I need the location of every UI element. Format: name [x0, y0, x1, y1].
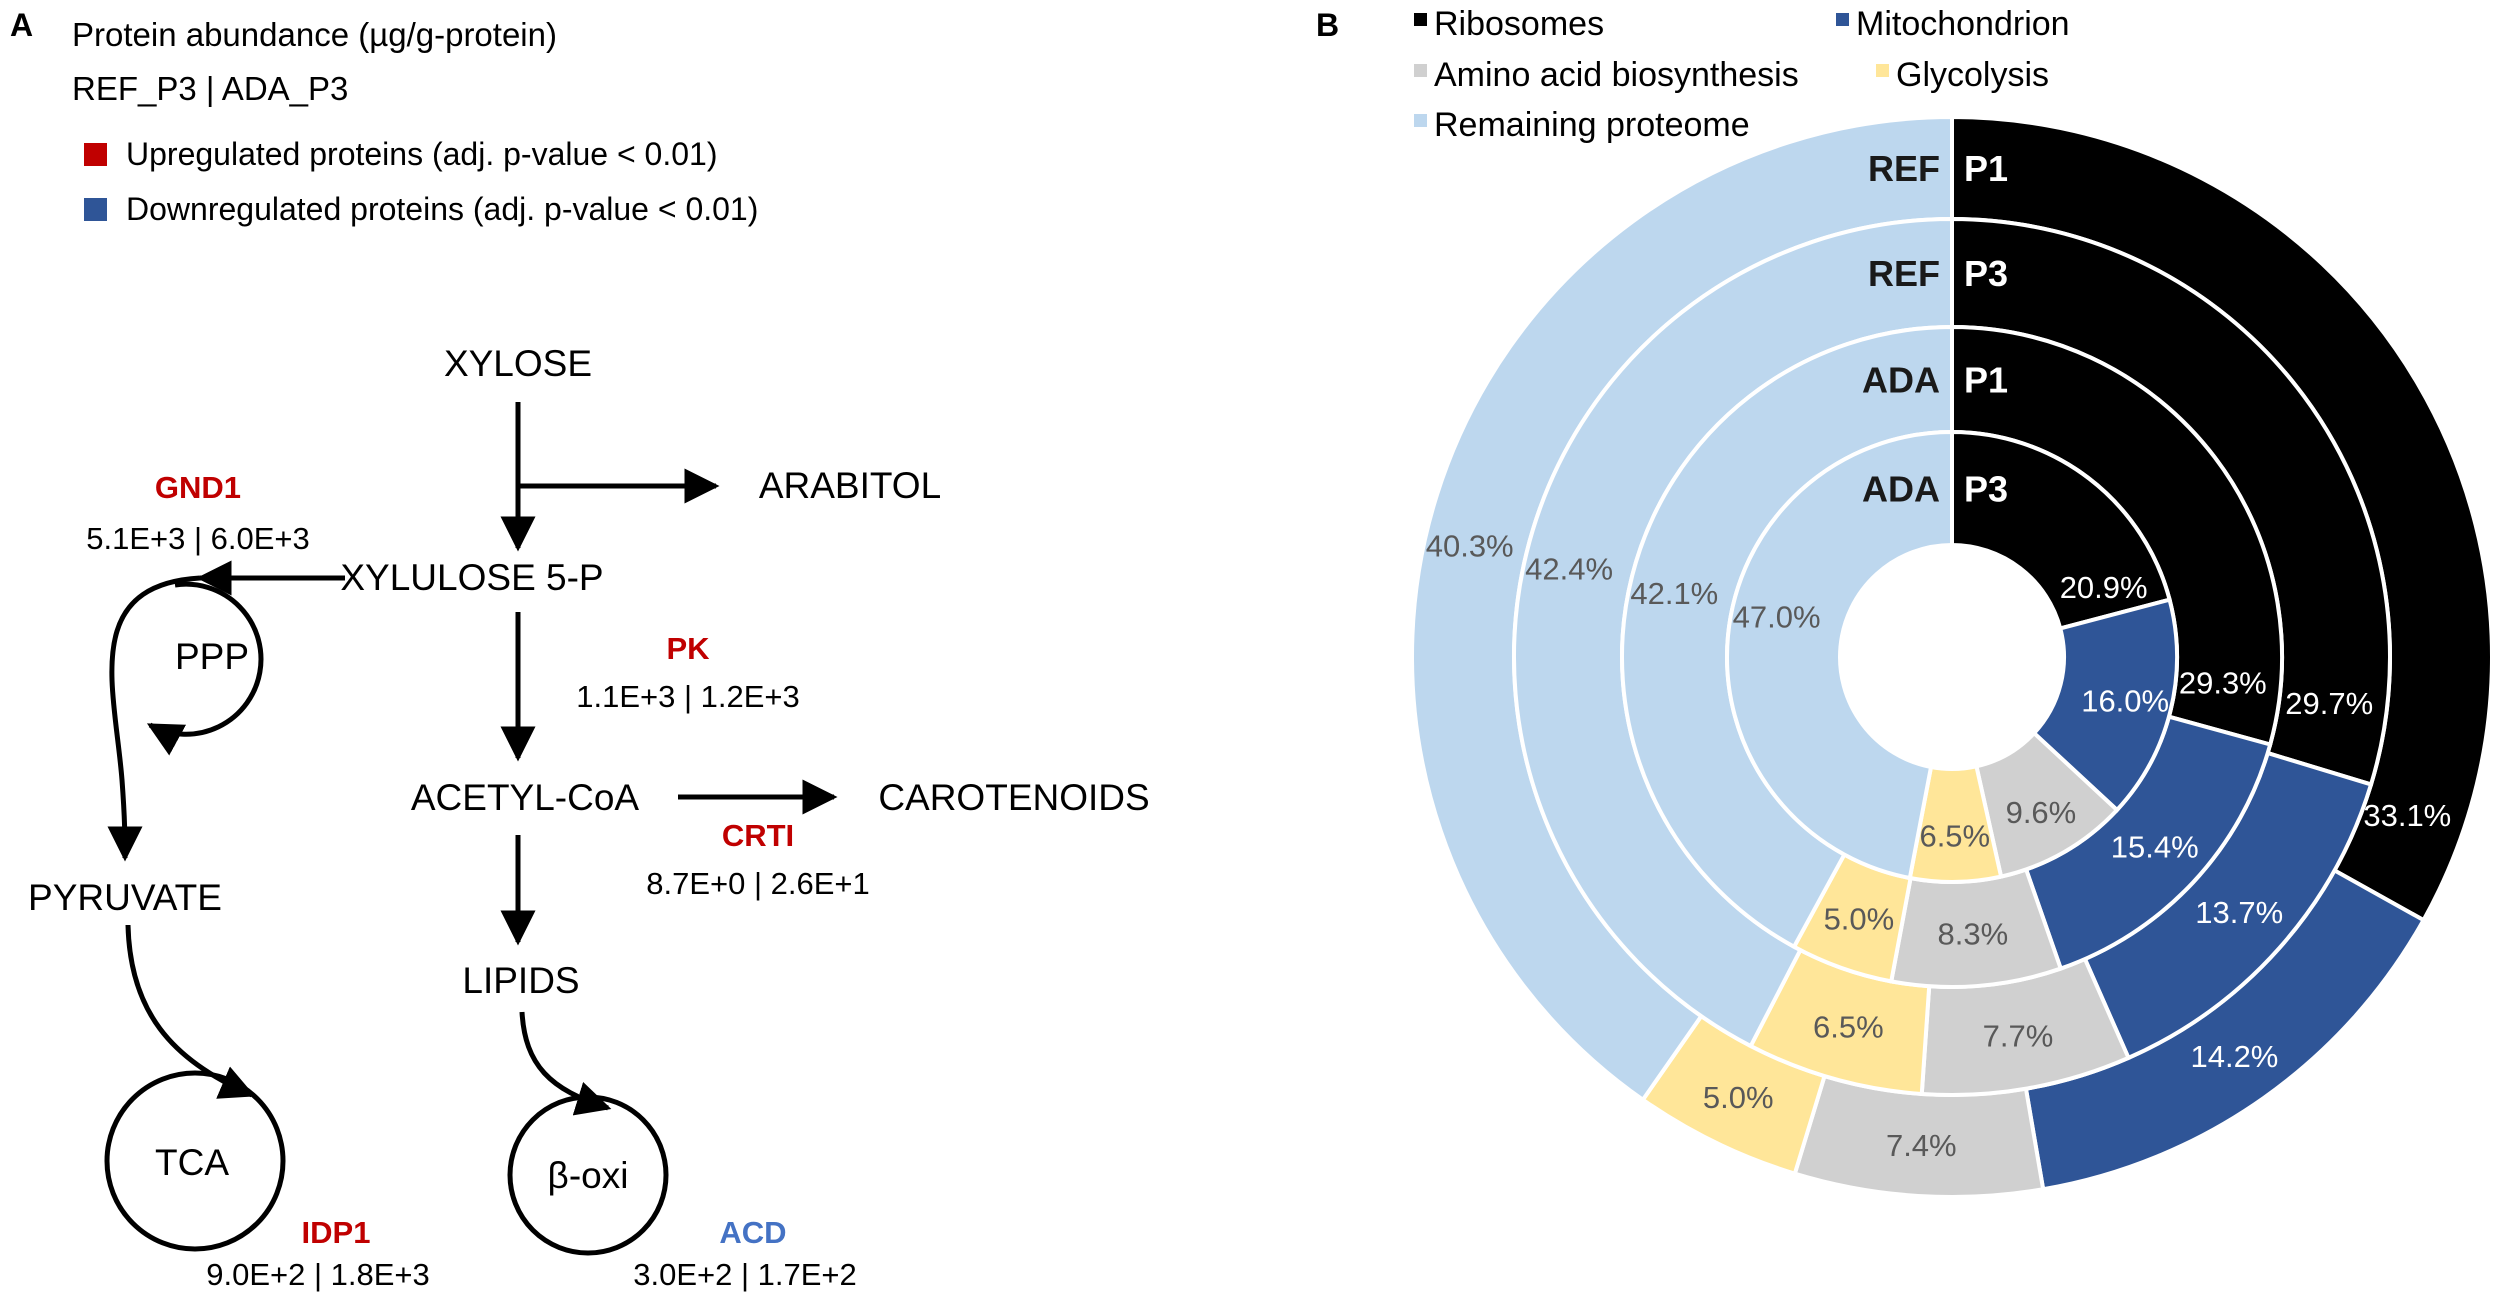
- metabolite-pyruvate: PYRUVATE: [28, 877, 222, 918]
- donut-segment-ada-p3-ribosomes: [1950, 429, 2173, 631]
- legend-swatch-mitochondrion: [1836, 13, 1849, 26]
- ring-phase-label: P1: [1964, 360, 2008, 401]
- donut-value-label: 20.9%: [2060, 570, 2148, 605]
- downregulated-legend-label: Downregulated proteins (adj. p-value < 0…: [126, 191, 758, 227]
- donut-chart: [1410, 114, 2494, 1199]
- donut-value-label: 29.7%: [2285, 686, 2373, 721]
- donut-value-label: 6.5%: [1813, 1010, 1884, 1045]
- donut-segment-ada-p3-mitochondrion: [2031, 597, 2179, 813]
- metabolite-acetyl-coa: ACETYL-CoA: [411, 777, 640, 818]
- donut-value-label: 29.3%: [2179, 665, 2267, 700]
- metabolite-beta-oxi: β-oxi: [548, 1155, 629, 1196]
- downregulated-swatch: [84, 198, 107, 221]
- panel-a: A Protein abundance (µg/g-protein) REF_P…: [10, 7, 1150, 1292]
- enzyme-idp1-name: IDP1: [302, 1215, 371, 1250]
- ring-phase-label: P3: [1964, 469, 2008, 510]
- upregulated-swatch: [84, 143, 107, 166]
- donut-value-label: 16.0%: [2081, 683, 2169, 718]
- donut-value-label: 14.2%: [2190, 1039, 2278, 1074]
- metabolite-carotenoids: CAROTENOIDS: [878, 777, 1149, 818]
- donut-value-label: 5.0%: [1703, 1080, 1774, 1115]
- metabolite-xylose: XYLOSE: [444, 343, 592, 384]
- donut-value-label: 13.7%: [2195, 895, 2283, 930]
- enzyme-idp1-values: 9.0E+2 | 1.8E+3: [206, 1257, 430, 1292]
- legend-label-amino-acid: Amino acid biosynthesis: [1434, 56, 1799, 94]
- metabolite-arabitol: ARABITOL: [759, 465, 941, 506]
- enzyme-pk-name: PK: [666, 631, 710, 666]
- donut-value-label: 15.4%: [2111, 829, 2199, 864]
- donut-value-label: 33.1%: [2363, 798, 2451, 833]
- metabolite-labels: XYLOSE ARABITOL XYLULOSE 5-P PPP ACETYL-…: [28, 343, 1150, 1196]
- donut-value-labels: 33.1% 14.2% 7.4% 5.0% 40.3% 29.7% 13.7% 7.7% 6.5…: [1426, 529, 2452, 1163]
- enzyme-acd-name: ACD: [719, 1215, 786, 1250]
- beta-oxi-cycle: [507, 1094, 669, 1256]
- donut-ring-labels: REF P1 REF P3 ADA P1 ADA P3: [1862, 148, 2008, 510]
- donut-value-label: 9.6%: [2006, 795, 2077, 830]
- enzyme-pk-values: 1.1E+3 | 1.2E+3: [576, 679, 800, 714]
- donut-value-label: 8.3%: [1938, 917, 2009, 952]
- donut-value-label: 42.4%: [1525, 552, 1613, 587]
- enzyme-crti-name: CRTI: [722, 818, 794, 853]
- donut-segment-ada-p3-remaining-proteome: [1725, 429, 1954, 881]
- donut-value-label: 5.0%: [1824, 901, 1895, 936]
- legend-swatch-amino-acid: [1414, 64, 1427, 77]
- legend-swatch-remaining: [1414, 114, 1427, 127]
- enzyme-gnd1-values: 5.1E+3 | 6.0E+3: [86, 521, 310, 556]
- ring-phase-label: P1: [1964, 148, 2008, 189]
- enzyme-acd-values: 3.0E+2 | 1.7E+2: [633, 1257, 857, 1292]
- donut-value-label: 7.4%: [1886, 1128, 1957, 1163]
- enzyme-crti-values: 8.7E+0 | 2.6E+1: [646, 866, 870, 901]
- tca-cycle: [104, 1070, 286, 1252]
- ring-strain-label: ADA: [1862, 360, 1940, 401]
- legend-label-glycolysis: Glycolysis: [1896, 56, 2049, 94]
- enzyme-labels: GND1 5.1E+3 | 6.0E+3 PK 1.1E+3 | 1.2E+3 …: [86, 470, 870, 1292]
- ring-strain-label: ADA: [1862, 469, 1940, 510]
- enzyme-gnd1-name: GND1: [155, 470, 241, 505]
- panel-b: B Ribosomes Mitochondrion Amino acid bio…: [1316, 5, 2494, 1199]
- donut-value-label: 6.5%: [1919, 818, 1990, 853]
- metabolite-ppp: PPP: [175, 636, 249, 677]
- ring-strain-label: REF: [1868, 253, 1940, 294]
- donut-value-label: 7.7%: [1983, 1018, 2054, 1053]
- arrow-pyruvate-to-tca: [125, 924, 256, 1099]
- metabolite-tca: TCA: [155, 1142, 229, 1183]
- abundance-conditions: REF_P3 | ADA_P3: [72, 70, 348, 107]
- metabolite-lipids: LIPIDS: [462, 960, 579, 1001]
- ring-phase-label: P3: [1964, 253, 2008, 294]
- legend-label-remaining: Remaining proteome: [1434, 106, 1750, 144]
- arrow-ppp-to-pyruvate: [107, 575, 201, 862]
- donut-value-label: 42.1%: [1630, 576, 1718, 611]
- donut-value-label: 47.0%: [1733, 600, 1821, 635]
- ring-strain-label: REF: [1868, 148, 1940, 189]
- legend-label-ribosomes: Ribosomes: [1434, 5, 1604, 43]
- donut-legend: Ribosomes Mitochondrion Amino acid biosy…: [1414, 5, 2070, 144]
- ppp-cycle: [146, 581, 264, 756]
- metabolite-xylulose-5p: XYLULOSE 5-P: [340, 557, 603, 598]
- panel-b-label: B: [1316, 7, 1339, 43]
- legend-label-mitochondrion: Mitochondrion: [1856, 5, 2070, 43]
- pathway-arrows: [107, 402, 838, 1116]
- arrow-lipids-to-beta-oxi: [519, 1011, 612, 1116]
- abundance-title: Protein abundance (µg/g-protein): [72, 16, 557, 53]
- upregulated-legend-label: Upregulated proteins (adj. p-value < 0.0…: [126, 136, 717, 172]
- legend-swatch-glycolysis: [1876, 64, 1889, 77]
- legend-swatch-ribosomes: [1414, 13, 1427, 26]
- donut-value-label: 40.3%: [1426, 529, 1514, 564]
- panel-a-label: A: [10, 7, 33, 43]
